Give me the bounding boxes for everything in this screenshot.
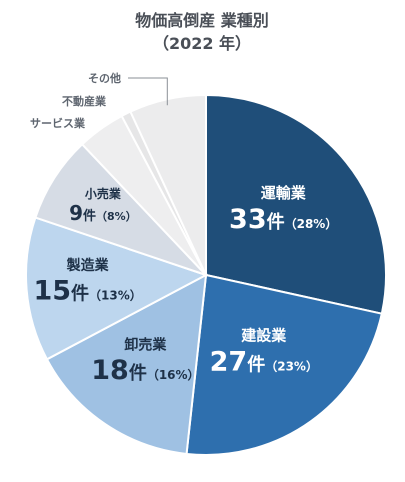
slice-outside-label: 不動産業 [62, 94, 107, 108]
slice-label-name: 卸売業 [124, 337, 167, 354]
chart-title: 物価高倒産 業種別 [135, 11, 269, 30]
pie-slices [25, 93, 387, 456]
slice-label-value: 33件（28%） [229, 204, 337, 235]
slice-label-name: 小売業 [85, 186, 122, 201]
slice-outside-label: その他 [88, 71, 121, 85]
slice-outside-label: サービス業 [30, 116, 86, 130]
chart-subtitle: （2022 年） [153, 34, 251, 53]
leader-line [128, 77, 168, 106]
slice-4 [25, 216, 209, 361]
slice-3 [45, 273, 208, 456]
slice-label-value: 18件（16%） [91, 355, 199, 386]
slice-1 [205, 93, 387, 315]
slice-label-value: 9件（8%） [69, 201, 137, 225]
slice-label-value: 27件（23%） [210, 346, 318, 377]
slice-2 [185, 273, 383, 456]
slice-label-name: 製造業 [66, 257, 110, 274]
slice-label-name: 運輸業 [261, 184, 307, 202]
slice-label-value: 15件（13%） [33, 276, 141, 307]
slice-label-name: 建設業 [241, 327, 287, 345]
